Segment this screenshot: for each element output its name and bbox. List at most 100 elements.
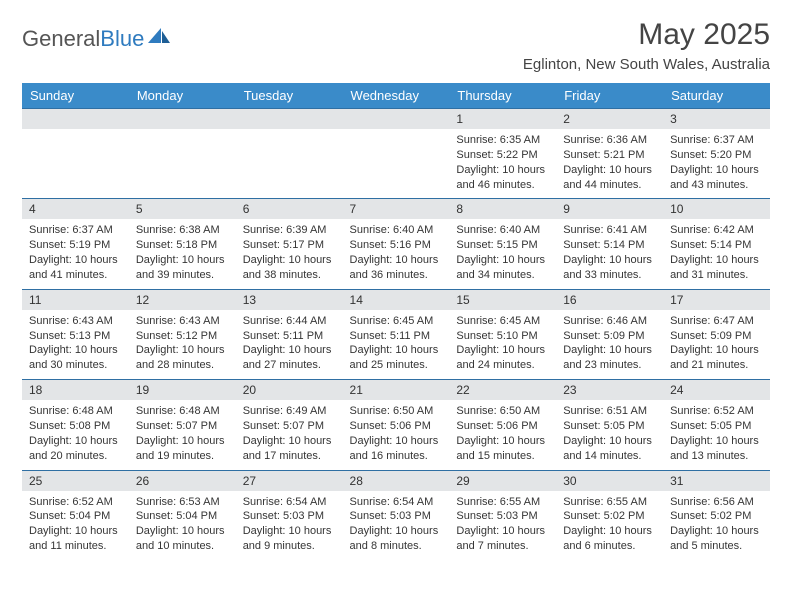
weekday-header: Friday xyxy=(556,83,663,109)
day-number: 14 xyxy=(343,290,450,310)
calendar-day-cell: 24Sunrise: 6:52 AMSunset: 5:05 PMDayligh… xyxy=(663,380,770,470)
calendar-week-row: 25Sunrise: 6:52 AMSunset: 5:04 PMDayligh… xyxy=(22,470,770,560)
day-details: Sunrise: 6:50 AMSunset: 5:06 PMDaylight:… xyxy=(343,400,450,469)
day-details: Sunrise: 6:40 AMSunset: 5:15 PMDaylight:… xyxy=(449,219,556,288)
calendar-day-cell: 13Sunrise: 6:44 AMSunset: 5:11 PMDayligh… xyxy=(236,289,343,379)
calendar-week-row: 11Sunrise: 6:43 AMSunset: 5:13 PMDayligh… xyxy=(22,289,770,379)
calendar-day-cell xyxy=(22,109,129,199)
day-details: Sunrise: 6:45 AMSunset: 5:11 PMDaylight:… xyxy=(343,310,450,379)
day-number: 4 xyxy=(22,199,129,219)
day-number: 2 xyxy=(556,109,663,129)
day-details: Sunrise: 6:36 AMSunset: 5:21 PMDaylight:… xyxy=(556,129,663,198)
day-number: 6 xyxy=(236,199,343,219)
brand-part2: Blue xyxy=(100,26,144,52)
day-number: 1 xyxy=(449,109,556,129)
weekday-header: Monday xyxy=(129,83,236,109)
weekday-header: Tuesday xyxy=(236,83,343,109)
day-details: Sunrise: 6:47 AMSunset: 5:09 PMDaylight:… xyxy=(663,310,770,379)
calendar-week-row: 18Sunrise: 6:48 AMSunset: 5:08 PMDayligh… xyxy=(22,380,770,470)
day-details: Sunrise: 6:43 AMSunset: 5:12 PMDaylight:… xyxy=(129,310,236,379)
day-details: Sunrise: 6:35 AMSunset: 5:22 PMDaylight:… xyxy=(449,129,556,198)
day-number: 26 xyxy=(129,471,236,491)
calendar-day-cell: 23Sunrise: 6:51 AMSunset: 5:05 PMDayligh… xyxy=(556,380,663,470)
calendar-day-cell: 22Sunrise: 6:50 AMSunset: 5:06 PMDayligh… xyxy=(449,380,556,470)
calendar-day-cell: 12Sunrise: 6:43 AMSunset: 5:12 PMDayligh… xyxy=(129,289,236,379)
sail-icon xyxy=(148,26,170,52)
day-details: Sunrise: 6:37 AMSunset: 5:19 PMDaylight:… xyxy=(22,219,129,288)
calendar-day-cell: 20Sunrise: 6:49 AMSunset: 5:07 PMDayligh… xyxy=(236,380,343,470)
day-details: Sunrise: 6:41 AMSunset: 5:14 PMDaylight:… xyxy=(556,219,663,288)
day-details: Sunrise: 6:46 AMSunset: 5:09 PMDaylight:… xyxy=(556,310,663,379)
day-number: 17 xyxy=(663,290,770,310)
day-details: Sunrise: 6:48 AMSunset: 5:07 PMDaylight:… xyxy=(129,400,236,469)
weekday-header: Thursday xyxy=(449,83,556,109)
day-number: 29 xyxy=(449,471,556,491)
day-number: 27 xyxy=(236,471,343,491)
day-details: Sunrise: 6:53 AMSunset: 5:04 PMDaylight:… xyxy=(129,491,236,560)
calendar-table: SundayMondayTuesdayWednesdayThursdayFrid… xyxy=(22,83,770,560)
day-details: Sunrise: 6:52 AMSunset: 5:05 PMDaylight:… xyxy=(663,400,770,469)
calendar-day-cell: 3Sunrise: 6:37 AMSunset: 5:20 PMDaylight… xyxy=(663,109,770,199)
day-number: 8 xyxy=(449,199,556,219)
calendar-day-cell xyxy=(236,109,343,199)
calendar-day-cell: 26Sunrise: 6:53 AMSunset: 5:04 PMDayligh… xyxy=(129,470,236,560)
weekday-header: Sunday xyxy=(22,83,129,109)
location-text: Eglinton, New South Wales, Australia xyxy=(523,56,770,73)
day-number: 25 xyxy=(22,471,129,491)
day-number: 20 xyxy=(236,380,343,400)
day-details: Sunrise: 6:44 AMSunset: 5:11 PMDaylight:… xyxy=(236,310,343,379)
day-details: Sunrise: 6:49 AMSunset: 5:07 PMDaylight:… xyxy=(236,400,343,469)
calendar-body: 1Sunrise: 6:35 AMSunset: 5:22 PMDaylight… xyxy=(22,109,770,560)
calendar-day-cell: 16Sunrise: 6:46 AMSunset: 5:09 PMDayligh… xyxy=(556,289,663,379)
title-block: May 2025 Eglinton, New South Wales, Aust… xyxy=(523,18,770,73)
day-number: 5 xyxy=(129,199,236,219)
day-details: Sunrise: 6:40 AMSunset: 5:16 PMDaylight:… xyxy=(343,219,450,288)
calendar-day-cell: 9Sunrise: 6:41 AMSunset: 5:14 PMDaylight… xyxy=(556,199,663,289)
day-number: 16 xyxy=(556,290,663,310)
day-number: 11 xyxy=(22,290,129,310)
calendar-day-cell: 25Sunrise: 6:52 AMSunset: 5:04 PMDayligh… xyxy=(22,470,129,560)
day-details: Sunrise: 6:38 AMSunset: 5:18 PMDaylight:… xyxy=(129,219,236,288)
day-number: 3 xyxy=(663,109,770,129)
header: GeneralBlue May 2025 Eglinton, New South… xyxy=(22,18,770,73)
calendar-day-cell: 17Sunrise: 6:47 AMSunset: 5:09 PMDayligh… xyxy=(663,289,770,379)
day-details: Sunrise: 6:39 AMSunset: 5:17 PMDaylight:… xyxy=(236,219,343,288)
calendar-week-row: 4Sunrise: 6:37 AMSunset: 5:19 PMDaylight… xyxy=(22,199,770,289)
day-number: 9 xyxy=(556,199,663,219)
brand-logo: GeneralBlue xyxy=(22,18,170,52)
weekday-header-row: SundayMondayTuesdayWednesdayThursdayFrid… xyxy=(22,83,770,109)
day-details: Sunrise: 6:55 AMSunset: 5:03 PMDaylight:… xyxy=(449,491,556,560)
day-details: Sunrise: 6:52 AMSunset: 5:04 PMDaylight:… xyxy=(22,491,129,560)
calendar-day-cell: 31Sunrise: 6:56 AMSunset: 5:02 PMDayligh… xyxy=(663,470,770,560)
day-number: 21 xyxy=(343,380,450,400)
day-number: 15 xyxy=(449,290,556,310)
day-number-band xyxy=(343,109,450,129)
day-number-band xyxy=(129,109,236,129)
day-number: 10 xyxy=(663,199,770,219)
day-details: Sunrise: 6:37 AMSunset: 5:20 PMDaylight:… xyxy=(663,129,770,198)
day-number: 22 xyxy=(449,380,556,400)
day-number: 31 xyxy=(663,471,770,491)
day-details: Sunrise: 6:45 AMSunset: 5:10 PMDaylight:… xyxy=(449,310,556,379)
day-number: 18 xyxy=(22,380,129,400)
calendar-day-cell: 10Sunrise: 6:42 AMSunset: 5:14 PMDayligh… xyxy=(663,199,770,289)
calendar-day-cell: 7Sunrise: 6:40 AMSunset: 5:16 PMDaylight… xyxy=(343,199,450,289)
day-details: Sunrise: 6:55 AMSunset: 5:02 PMDaylight:… xyxy=(556,491,663,560)
day-number: 28 xyxy=(343,471,450,491)
day-details: Sunrise: 6:56 AMSunset: 5:02 PMDaylight:… xyxy=(663,491,770,560)
calendar-day-cell: 18Sunrise: 6:48 AMSunset: 5:08 PMDayligh… xyxy=(22,380,129,470)
calendar-day-cell: 6Sunrise: 6:39 AMSunset: 5:17 PMDaylight… xyxy=(236,199,343,289)
calendar-day-cell: 27Sunrise: 6:54 AMSunset: 5:03 PMDayligh… xyxy=(236,470,343,560)
calendar-day-cell: 11Sunrise: 6:43 AMSunset: 5:13 PMDayligh… xyxy=(22,289,129,379)
weekday-header: Wednesday xyxy=(343,83,450,109)
calendar-day-cell: 28Sunrise: 6:54 AMSunset: 5:03 PMDayligh… xyxy=(343,470,450,560)
day-number: 12 xyxy=(129,290,236,310)
day-number: 23 xyxy=(556,380,663,400)
calendar-day-cell: 2Sunrise: 6:36 AMSunset: 5:21 PMDaylight… xyxy=(556,109,663,199)
calendar-day-cell: 8Sunrise: 6:40 AMSunset: 5:15 PMDaylight… xyxy=(449,199,556,289)
weekday-header: Saturday xyxy=(663,83,770,109)
calendar-day-cell xyxy=(343,109,450,199)
calendar-day-cell: 5Sunrise: 6:38 AMSunset: 5:18 PMDaylight… xyxy=(129,199,236,289)
calendar-day-cell: 19Sunrise: 6:48 AMSunset: 5:07 PMDayligh… xyxy=(129,380,236,470)
day-details: Sunrise: 6:51 AMSunset: 5:05 PMDaylight:… xyxy=(556,400,663,469)
